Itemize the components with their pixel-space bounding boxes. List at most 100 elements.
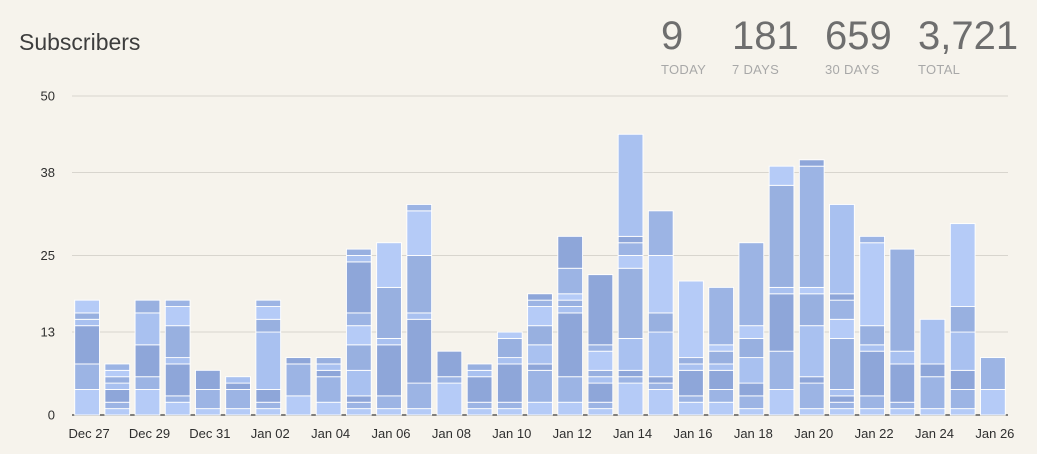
bar-segment [587, 350, 614, 371]
bar-segment [527, 325, 553, 346]
bar-jan-03 [285, 357, 312, 416]
bar-segment [587, 382, 614, 403]
bar-segment [587, 274, 614, 346]
stat-7-days-value: 181 [732, 14, 799, 58]
bar-jan-14 [617, 133, 644, 416]
bar-segment [346, 395, 372, 403]
bar-segment [195, 389, 221, 410]
bar-segment [164, 325, 191, 359]
bar-segment [164, 395, 191, 403]
bar-jan-01 [225, 376, 251, 416]
bar-segment [859, 408, 885, 416]
bar-jan-20 [798, 159, 825, 416]
bar-segment [134, 344, 161, 378]
bar-segment [798, 286, 825, 295]
stat-7-days-label: 7 DAYS [732, 62, 780, 77]
bar-segment [496, 363, 523, 403]
bar-segment [104, 369, 131, 378]
bar-segment [678, 401, 704, 416]
bar-jan-08 [436, 350, 463, 416]
bar-segment [164, 363, 191, 397]
bar-segment [708, 344, 734, 352]
bar-jan-17 [708, 286, 734, 416]
bar-jan-19 [768, 165, 795, 416]
bar-segment [647, 210, 674, 256]
bar-segment [376, 286, 402, 339]
bar-segment [134, 299, 161, 314]
bar-segment [164, 306, 191, 327]
bar-dec-31 [195, 369, 221, 416]
bar-segment [285, 357, 312, 365]
bar-segment [647, 331, 674, 378]
bar-segment [436, 382, 463, 416]
stat-today-label: TODAY [661, 62, 707, 77]
bar-jan-25 [949, 223, 976, 416]
bar-segment [738, 242, 765, 327]
bar-segment [164, 357, 191, 365]
bar-segment [798, 408, 825, 416]
bar-segment [829, 204, 855, 295]
bar-segment [376, 395, 402, 410]
bar-segment [436, 376, 463, 384]
bar-jan-18 [738, 242, 765, 416]
bar-segment [406, 204, 433, 212]
bar-segment [104, 401, 131, 410]
bar-segment [225, 389, 251, 410]
bar-segment [738, 382, 765, 397]
stats-summary: 9 TODAY 181 7 DAYS 659 30 DAYS 3,721 TOT… [0, 14, 1037, 84]
bar-segment [376, 344, 402, 397]
bar-segment [376, 242, 402, 288]
bar-segment [647, 389, 674, 416]
x-tick-label: Dec 29 [129, 426, 170, 441]
bar-dec-30 [164, 299, 191, 416]
bar-segment [738, 408, 765, 416]
bar-segment [617, 376, 644, 384]
bar-segment [768, 293, 795, 352]
bar-segment [889, 408, 916, 416]
bar-jan-06 [376, 242, 402, 416]
bar-segment [346, 401, 372, 410]
bar-jan-02 [255, 299, 282, 416]
bar-segment [376, 337, 402, 346]
bar-segment [346, 408, 372, 416]
bar-segment [104, 363, 131, 371]
bar-segment [768, 350, 795, 390]
bar-segment [829, 318, 855, 339]
bar-segment [708, 369, 734, 390]
y-tick-label: 38 [41, 165, 55, 180]
bar-segment [74, 318, 100, 327]
bar-segment [768, 184, 795, 288]
bar-segment [527, 401, 553, 416]
bar-segment [346, 325, 372, 346]
bar-segment [315, 363, 342, 371]
bar-segment [225, 408, 251, 416]
bar-segment [557, 299, 584, 307]
bar-jan-10 [496, 331, 523, 416]
bar-segment [406, 408, 433, 416]
bar-segment [708, 363, 734, 371]
bar-segment [829, 395, 855, 403]
x-tick-label: Jan 06 [372, 426, 411, 441]
bar-segment [798, 165, 825, 288]
bar-segment [466, 408, 493, 416]
bar-segment [285, 363, 312, 397]
bar-segment [557, 306, 584, 314]
bar-jan-16 [678, 280, 704, 416]
bar-segment [798, 382, 825, 410]
bar-jan-22 [859, 235, 885, 416]
bar-segment [949, 369, 976, 390]
bar-segment [346, 344, 372, 371]
bar-segment [496, 357, 523, 365]
stat-today: 9 TODAY [661, 14, 706, 77]
bar-segment [919, 408, 946, 416]
bar-segment [406, 255, 433, 314]
bar-segment [466, 369, 493, 378]
bar-segment [436, 350, 463, 378]
bar-segment [466, 401, 493, 410]
bar-segment [255, 331, 282, 390]
bar-segment [617, 369, 644, 378]
bar-jan-21 [829, 204, 855, 416]
bar-segment [406, 382, 433, 410]
bar-jan-23 [889, 248, 916, 416]
